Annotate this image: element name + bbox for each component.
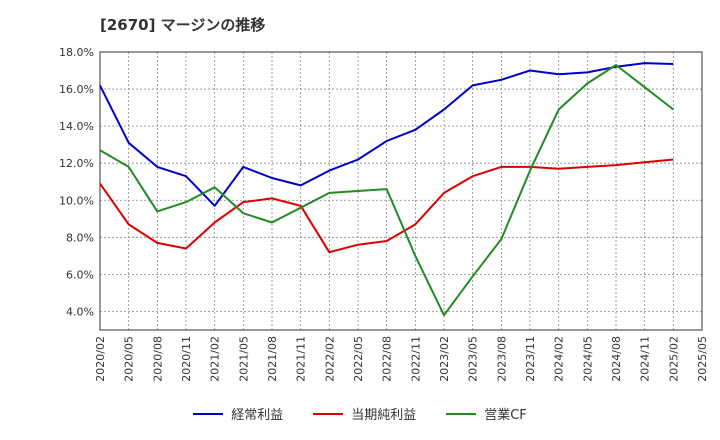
x-tick-label: 2023/05 bbox=[467, 336, 480, 382]
x-tick-label: 2021/05 bbox=[237, 336, 250, 382]
legend-swatch bbox=[193, 412, 224, 415]
y-tick-label: 14.0% bbox=[59, 120, 94, 133]
x-tick-label: 2022/02 bbox=[323, 336, 336, 382]
plot-area bbox=[100, 52, 702, 330]
legend: 経常利益 当期純利益 営業CF bbox=[0, 404, 720, 423]
series-line bbox=[99, 62, 674, 207]
series-line bbox=[99, 158, 674, 254]
y-tick-label: 4.0% bbox=[66, 305, 94, 318]
x-tick-label: 2025/02 bbox=[667, 336, 680, 382]
x-tick-label: 2024/05 bbox=[581, 336, 594, 382]
y-tick-label: 8.0% bbox=[66, 231, 94, 244]
y-tick-label: 6.0% bbox=[66, 268, 94, 281]
y-tick-label: 18.0% bbox=[59, 46, 94, 59]
series-line bbox=[99, 64, 674, 317]
x-tick-label: 2022/11 bbox=[409, 336, 422, 382]
legend-label: 経常利益 bbox=[231, 408, 284, 423]
plot-border bbox=[99, 51, 703, 331]
legend-swatch bbox=[446, 412, 477, 415]
x-tick-label: 2022/08 bbox=[381, 336, 394, 382]
x-tick-label: 2021/02 bbox=[209, 336, 222, 382]
x-tick-label: 2021/11 bbox=[295, 336, 308, 382]
legend-label: 当期純利益 bbox=[351, 408, 417, 423]
x-tick-label: 2020/02 bbox=[94, 336, 107, 382]
legend-swatch bbox=[313, 412, 344, 415]
x-tick-label: 2020/11 bbox=[180, 336, 193, 382]
x-tick-label: 2023/11 bbox=[524, 336, 537, 382]
chart-title: [2670] マージンの推移 bbox=[100, 16, 266, 34]
x-tick-label: 2024/08 bbox=[610, 336, 623, 382]
y-tick-label: 12.0% bbox=[59, 157, 94, 170]
x-tick-label: 2023/02 bbox=[438, 336, 451, 382]
legend-item: 営業CF bbox=[446, 404, 527, 423]
y-tick-label: 16.0% bbox=[59, 83, 94, 96]
legend-label: 営業CF bbox=[484, 408, 527, 423]
legend-item: 経常利益 bbox=[193, 404, 283, 423]
x-tick-label: 2024/11 bbox=[639, 336, 652, 382]
x-tick-label: 2021/08 bbox=[266, 336, 279, 382]
x-tick-label: 2022/05 bbox=[352, 336, 365, 382]
x-tick-label: 2025/05 bbox=[696, 336, 709, 382]
x-tick-label: 2020/08 bbox=[151, 336, 164, 382]
x-tick-label: 2023/08 bbox=[495, 336, 508, 382]
y-tick-label: 10.0% bbox=[59, 194, 94, 207]
x-tick-label: 2024/02 bbox=[553, 336, 566, 382]
x-tick-label: 2020/05 bbox=[123, 336, 136, 382]
legend-item: 当期純利益 bbox=[313, 404, 416, 423]
